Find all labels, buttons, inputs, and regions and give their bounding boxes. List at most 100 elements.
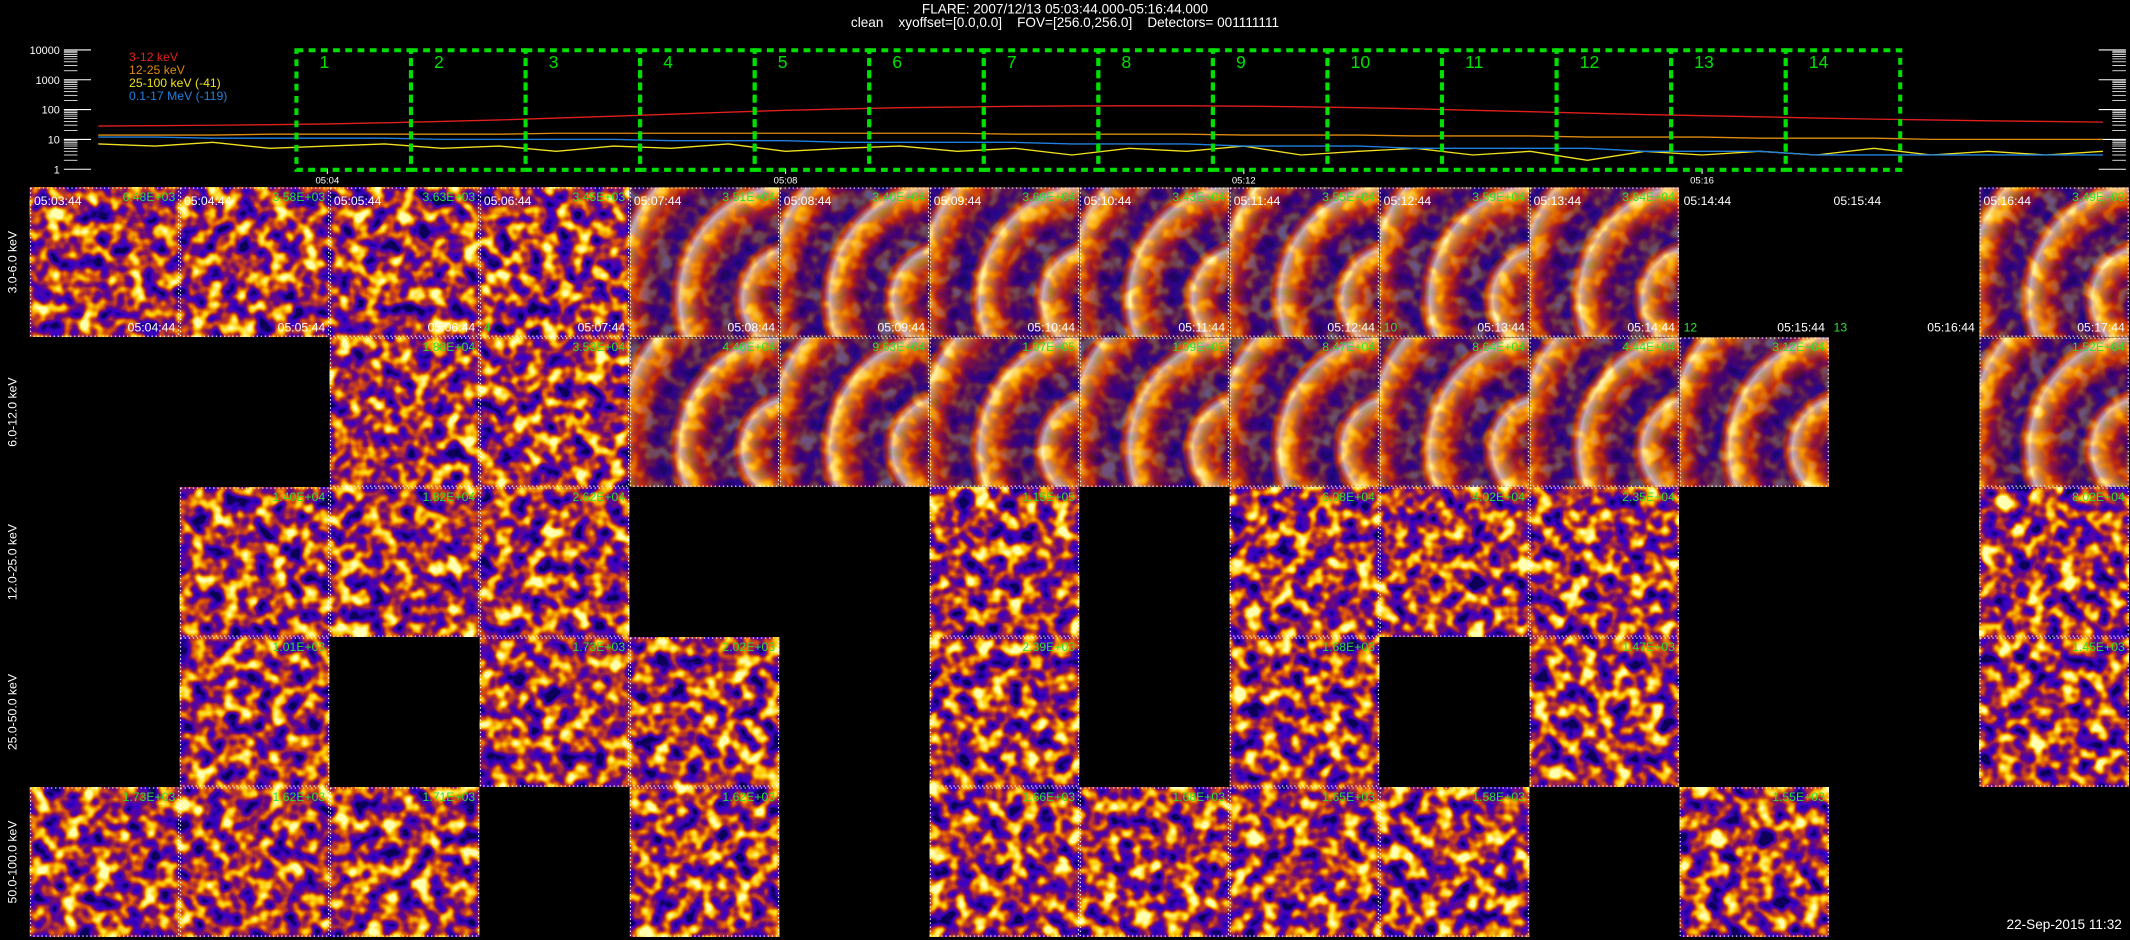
peak-label: 1.40E+04 (273, 490, 326, 504)
row-label: 25.0-50.0 keV (5, 673, 19, 750)
peak-label: 1.58E+03 (1472, 790, 1525, 804)
cell-border (1079, 187, 1229, 337)
interval-box (1210, 48, 1330, 172)
peak-label: 6.48E+03 (123, 190, 176, 204)
end-time: 05:10:44 (1027, 320, 1075, 334)
cell-border (929, 487, 1079, 637)
start-time: 05:12:44 (1384, 194, 1432, 208)
image-cell (329, 337, 480, 487)
cell-border (629, 637, 780, 787)
peak-label: 1.52E+04 (2072, 340, 2125, 354)
image-texture (1079, 337, 1230, 487)
peak-label: 1.09E+05 (1172, 340, 1225, 354)
image-cell (179, 637, 330, 787)
start-time: 05:09:44 (934, 194, 982, 208)
peak-label: 1.45E+03 (2072, 640, 2125, 654)
cell-border (1379, 787, 1529, 937)
image-texture (1229, 337, 1380, 487)
cell-border (1229, 637, 1379, 787)
image-texture (929, 337, 1080, 487)
image-cell (329, 787, 480, 937)
end-time: 05:17:44 (2077, 320, 2125, 334)
peak-label: 1.01E+03 (273, 640, 326, 654)
end-time: 05:15:44 (1777, 320, 1825, 334)
peak-label: 3.40E+04 (872, 190, 925, 204)
peak-label: 2.62E+04 (572, 490, 625, 504)
image-cell (179, 787, 330, 937)
image-texture (1679, 337, 1829, 487)
peak-label: 3.51E+04 (722, 190, 775, 204)
cell-border (629, 787, 780, 937)
cell-border (1379, 187, 1529, 337)
light-curve (98, 136, 2103, 156)
interval-label: 6 (892, 52, 902, 72)
start-time: 05:11:44 (1234, 194, 1281, 208)
interval-label: 1 (320, 52, 330, 72)
cell-border (30, 187, 180, 337)
y-tick-label: 1 (54, 164, 60, 176)
interval-label: 8 (1121, 52, 1131, 72)
start-time: 05:04:44 (184, 194, 232, 208)
x-tick-label: 05:04 (315, 175, 339, 186)
light-curve (98, 105, 2103, 127)
peak-label: 3.58E+03 (273, 190, 326, 204)
cell-border (629, 337, 780, 487)
peak-label: 1.71E+03 (423, 790, 476, 804)
peak-label: 3.12E+04 (1772, 340, 1825, 354)
cell-border (1379, 487, 1529, 637)
image-cell (629, 787, 780, 937)
peak-label: 3.69E+04 (1022, 190, 1075, 204)
cell-border (1979, 487, 2129, 637)
end-time: 05:09:44 (878, 320, 926, 334)
interval-label: 7 (1007, 52, 1017, 72)
y-tick-label: 1000 (36, 75, 60, 87)
image-texture (1079, 187, 1230, 337)
peak-label: 4.44E+04 (1622, 340, 1675, 354)
peak-label: 1.73E+03 (123, 790, 176, 804)
subtitle: clean xyoffset=[0.0,0.0] FOV=[256.0,256.… (851, 15, 1279, 30)
cell-border (1529, 337, 1679, 487)
start-time: 05:05:44 (334, 194, 382, 208)
peak-label: 3.64E+04 (1622, 190, 1675, 204)
interval-tag: 12 (1684, 320, 1698, 334)
peak-label: 1.55E+03 (1772, 790, 1825, 804)
y-tick-label: 10 (48, 134, 60, 146)
peak-label: 1.07E+05 (1022, 340, 1075, 354)
row-label: 6.0-12.0 keV (5, 377, 19, 447)
peak-label: 3.49E+03 (2072, 190, 2125, 204)
peak-label: 1.47E+03 (1622, 640, 1675, 654)
peak-label: 1.65E+03 (1322, 790, 1375, 804)
image-cell (479, 637, 630, 787)
row-label: 3.0-6.0 keV (5, 230, 19, 293)
peak-label: 1.88E+04 (423, 340, 476, 354)
end-time: 05:08:44 (728, 320, 776, 334)
peak-label: 2.39E+03 (1022, 640, 1075, 654)
interval-tag: 10 (1384, 320, 1398, 334)
cell-border (779, 337, 930, 487)
peak-label: 1.62E+03 (273, 790, 326, 804)
footer: 22-Sep-2015 11:32 (2007, 917, 2122, 932)
peak-label: 3.55E+04 (1322, 190, 1375, 204)
image-texture (779, 337, 930, 487)
image-cell (1229, 487, 1380, 637)
image-texture (779, 187, 930, 337)
light-curve (98, 141, 2103, 161)
image-cell (929, 787, 1080, 937)
interval-label: 14 (1809, 52, 1829, 72)
cell-border (929, 337, 1079, 487)
x-tick-label: 05:12 (1232, 175, 1256, 186)
image-cell (29, 187, 180, 337)
peak-label: 3.63E+03 (423, 190, 476, 204)
peak-label: 1.66E+03 (1022, 790, 1075, 804)
cell-border (329, 187, 480, 337)
cell-border (180, 187, 330, 337)
y-tick-label: 100 (42, 105, 60, 117)
cell-border (329, 337, 480, 487)
peak-label: 8.64E+04 (1472, 340, 1525, 354)
image-cell (1679, 787, 1829, 937)
interval-box (638, 48, 757, 172)
image-cell (1379, 487, 1530, 637)
cell-border (779, 187, 930, 337)
interval-label: 3 (549, 52, 559, 72)
peak-label: 1.68E+03 (1322, 640, 1375, 654)
